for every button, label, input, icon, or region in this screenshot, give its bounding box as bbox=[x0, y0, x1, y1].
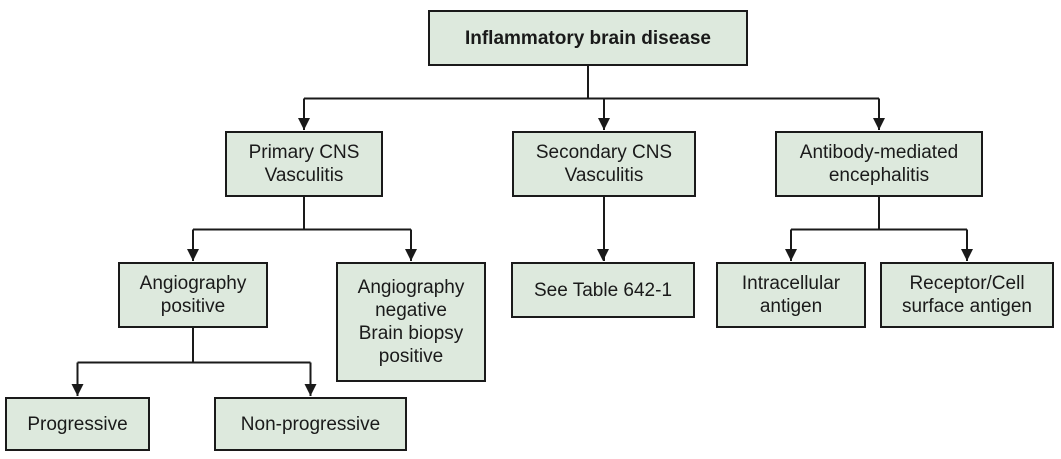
node-label-line: positive bbox=[378, 346, 444, 367]
node-label-line: Intracellular bbox=[741, 273, 841, 294]
node-label-line: Brain biopsy bbox=[358, 323, 464, 344]
node-label-line: Vasculitis bbox=[564, 165, 644, 186]
arrowhead-icon bbox=[597, 249, 609, 261]
node-label-line: Vasculitis bbox=[264, 165, 344, 186]
arrowhead-icon bbox=[187, 249, 199, 261]
arrowhead-icon bbox=[304, 384, 317, 396]
node-label-line: Angiography bbox=[139, 273, 247, 294]
node-label: Inflammatory brain disease bbox=[464, 27, 712, 49]
node-inflammatory-brain-disease: Inflammatory brain disease bbox=[428, 10, 748, 66]
node-secondary-cns-vasculitis: Secondary CNS Vasculitis bbox=[512, 131, 696, 197]
node-label-line: antigen bbox=[759, 296, 823, 317]
node-label: Progressive bbox=[27, 413, 128, 435]
arrowhead-icon bbox=[961, 249, 973, 261]
node-angiography-negative-brain-biopsy-positive: Angiography negative Brain biopsy positi… bbox=[336, 262, 486, 382]
node-label-line: surface antigen bbox=[902, 296, 1032, 317]
node-label-line: Angiography bbox=[357, 277, 465, 298]
node-label-line: negative bbox=[375, 300, 447, 321]
arrowhead-icon bbox=[298, 118, 310, 130]
arrowhead-icon bbox=[785, 249, 797, 261]
node-antibody-mediated-encephalitis: Antibody-mediated encephalitis bbox=[775, 131, 983, 197]
node-label: Non-progressive bbox=[240, 413, 381, 435]
node-label-line: Antibody-mediated bbox=[799, 142, 959, 163]
node-receptor-cell-surface-antigen: Receptor/Cell surface antigen bbox=[880, 262, 1054, 328]
node-label: See Table 642-1 bbox=[533, 279, 673, 301]
node-label-line: Secondary CNS bbox=[535, 142, 673, 163]
arrowhead-icon bbox=[71, 384, 84, 396]
node-angiography-positive: Angiography positive bbox=[118, 262, 268, 328]
node-label-line: positive bbox=[160, 296, 226, 317]
node-label-line: Primary CNS bbox=[248, 142, 360, 163]
node-progressive: Progressive bbox=[5, 397, 150, 451]
node-primary-cns-vasculitis: Primary CNS Vasculitis bbox=[225, 131, 383, 197]
arrowhead-icon bbox=[598, 118, 610, 130]
arrowhead-icon bbox=[405, 249, 417, 261]
node-label-line: encephalitis bbox=[828, 165, 930, 186]
node-label-line: Receptor/Cell bbox=[909, 273, 1025, 294]
node-non-progressive: Non-progressive bbox=[214, 397, 407, 451]
node-intracellular-antigen: Intracellular antigen bbox=[716, 262, 866, 328]
node-see-table: See Table 642-1 bbox=[511, 262, 695, 318]
arrowhead-icon bbox=[873, 118, 885, 130]
